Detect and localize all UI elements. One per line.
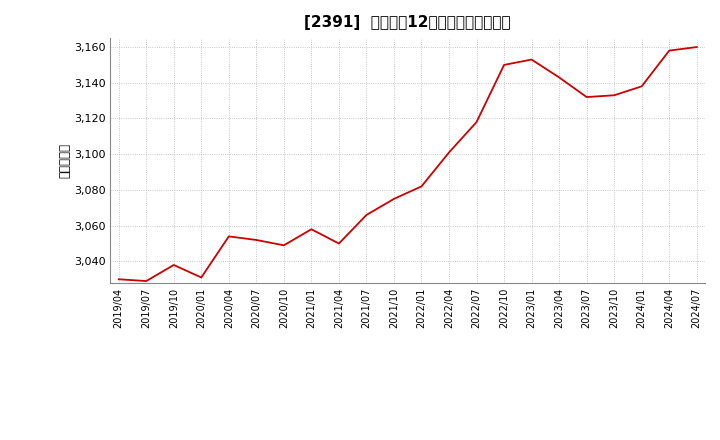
Y-axis label: （百万円）: （百万円）	[58, 143, 71, 178]
Title: [2391]  売上高の12か月移動合計の推移: [2391] 売上高の12か月移動合計の推移	[305, 15, 511, 30]
